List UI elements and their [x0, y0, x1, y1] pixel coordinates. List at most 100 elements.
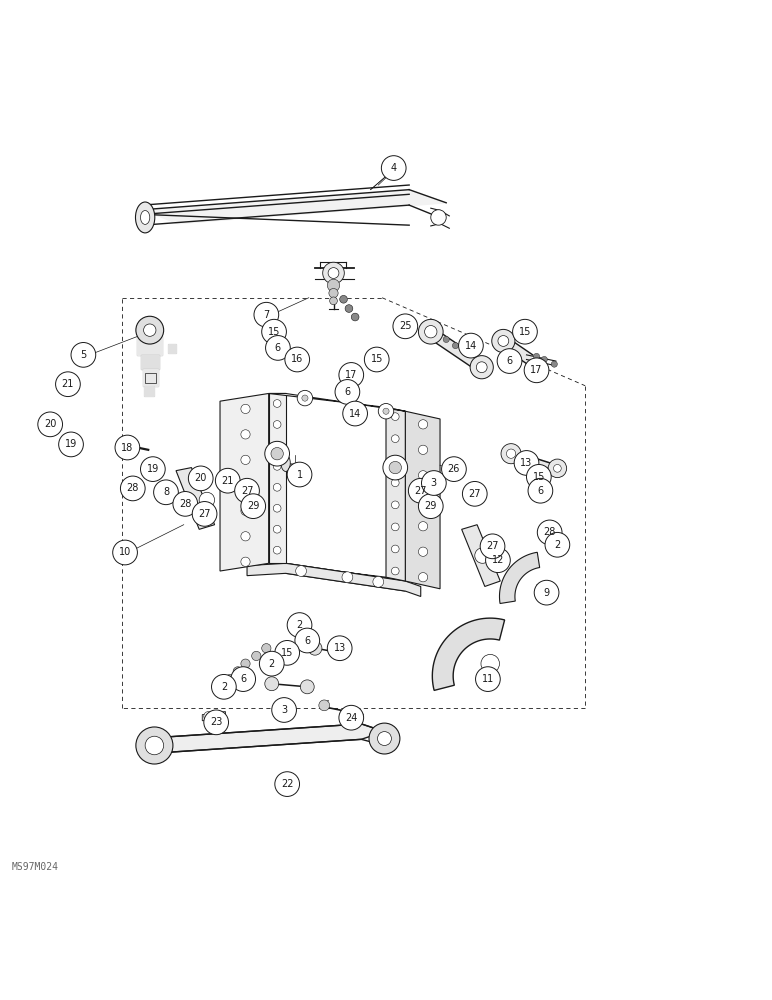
Circle shape [113, 540, 137, 565]
Circle shape [295, 628, 320, 653]
Circle shape [425, 326, 437, 338]
Circle shape [241, 486, 250, 495]
Circle shape [327, 279, 340, 292]
Circle shape [548, 459, 567, 478]
Text: 27: 27 [415, 486, 427, 496]
Circle shape [467, 490, 475, 498]
Circle shape [188, 466, 213, 491]
Polygon shape [405, 411, 440, 589]
Text: 25: 25 [399, 321, 411, 331]
Text: 18: 18 [121, 443, 134, 453]
Circle shape [273, 442, 281, 449]
Circle shape [351, 313, 359, 321]
Circle shape [199, 492, 215, 508]
Circle shape [287, 462, 312, 487]
Circle shape [272, 698, 296, 722]
Circle shape [381, 156, 406, 180]
Circle shape [393, 314, 418, 339]
Ellipse shape [141, 211, 150, 224]
Circle shape [192, 502, 217, 526]
Circle shape [541, 356, 547, 363]
Text: 2: 2 [269, 659, 275, 669]
Circle shape [141, 457, 165, 481]
Polygon shape [499, 552, 540, 604]
Circle shape [262, 319, 286, 344]
Circle shape [302, 395, 308, 401]
Circle shape [498, 336, 509, 346]
Circle shape [64, 379, 75, 390]
Circle shape [418, 522, 428, 531]
Text: 27: 27 [469, 489, 481, 499]
Circle shape [275, 772, 300, 796]
Polygon shape [286, 563, 405, 591]
Text: 16: 16 [291, 354, 303, 364]
Circle shape [476, 667, 500, 691]
Circle shape [319, 700, 330, 711]
Circle shape [442, 457, 466, 481]
Circle shape [266, 336, 290, 360]
Circle shape [391, 435, 399, 443]
Polygon shape [269, 563, 405, 581]
Circle shape [275, 641, 300, 665]
Circle shape [271, 448, 283, 460]
Circle shape [501, 444, 521, 464]
Polygon shape [143, 369, 158, 386]
Text: 3: 3 [431, 478, 437, 488]
Circle shape [408, 478, 433, 503]
Text: 7: 7 [263, 310, 269, 320]
Circle shape [136, 727, 173, 764]
Circle shape [144, 324, 156, 336]
Circle shape [273, 421, 281, 428]
Circle shape [418, 573, 428, 582]
Text: 22: 22 [281, 779, 293, 789]
Circle shape [412, 486, 422, 495]
Circle shape [204, 712, 213, 721]
Circle shape [154, 480, 178, 505]
Circle shape [431, 210, 446, 225]
Circle shape [327, 636, 352, 661]
Circle shape [391, 545, 399, 553]
Polygon shape [176, 468, 215, 529]
Circle shape [59, 432, 83, 457]
Text: 15: 15 [519, 327, 531, 337]
Circle shape [481, 654, 499, 673]
Circle shape [527, 464, 551, 489]
Polygon shape [462, 525, 500, 586]
Circle shape [231, 667, 256, 691]
Circle shape [329, 288, 338, 298]
Circle shape [418, 319, 443, 344]
Circle shape [343, 401, 367, 426]
Circle shape [241, 557, 250, 566]
Circle shape [383, 455, 408, 480]
Circle shape [339, 363, 364, 387]
Circle shape [215, 468, 240, 493]
Text: 8: 8 [163, 487, 169, 497]
Text: MS97M024: MS97M024 [12, 862, 59, 872]
Circle shape [115, 435, 140, 460]
Circle shape [373, 576, 384, 587]
Circle shape [254, 302, 279, 327]
Text: 12: 12 [492, 555, 504, 565]
Circle shape [448, 467, 455, 475]
Text: 2: 2 [221, 682, 227, 692]
Circle shape [528, 478, 553, 503]
Circle shape [378, 403, 394, 419]
Text: 21: 21 [62, 379, 74, 389]
Circle shape [534, 580, 559, 605]
Polygon shape [432, 618, 505, 690]
Circle shape [537, 520, 562, 545]
Circle shape [543, 526, 556, 539]
Circle shape [241, 659, 250, 668]
Circle shape [252, 651, 261, 661]
Circle shape [183, 502, 188, 506]
Circle shape [551, 361, 557, 367]
Text: 28: 28 [179, 499, 191, 509]
Text: 1: 1 [296, 470, 303, 480]
Text: 3: 3 [281, 705, 287, 715]
Circle shape [335, 380, 360, 404]
Circle shape [241, 404, 250, 414]
Circle shape [204, 710, 229, 735]
Text: 14: 14 [349, 409, 361, 419]
Text: 6: 6 [275, 343, 281, 353]
Circle shape [225, 674, 235, 684]
